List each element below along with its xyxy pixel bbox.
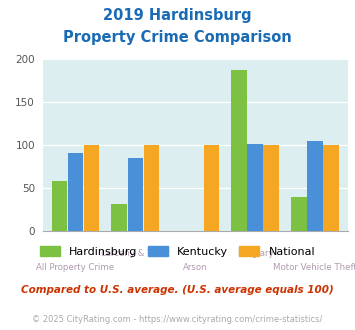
Bar <box>291 197 307 231</box>
Bar <box>127 158 143 231</box>
Text: Compared to U.S. average. (U.S. average equals 100): Compared to U.S. average. (U.S. average … <box>21 285 334 295</box>
Bar <box>68 153 83 231</box>
Text: Larceny & Theft: Larceny & Theft <box>101 249 170 258</box>
Bar <box>84 145 99 231</box>
Text: Arson: Arson <box>183 263 208 272</box>
Bar <box>144 145 159 231</box>
Bar <box>51 181 67 231</box>
Bar <box>263 145 279 231</box>
Text: All Property Crime: All Property Crime <box>37 263 115 272</box>
Text: 2019 Hardinsburg: 2019 Hardinsburg <box>103 8 252 23</box>
Bar <box>204 145 219 231</box>
Text: © 2025 CityRating.com - https://www.cityrating.com/crime-statistics/: © 2025 CityRating.com - https://www.city… <box>32 315 323 324</box>
Bar <box>231 70 247 231</box>
Bar <box>247 144 263 231</box>
Text: Burglary: Burglary <box>237 249 273 258</box>
Text: Motor Vehicle Theft: Motor Vehicle Theft <box>273 263 355 272</box>
Bar <box>323 145 339 231</box>
Text: Property Crime Comparison: Property Crime Comparison <box>63 30 292 45</box>
Legend: Hardinsburg, Kentucky, National: Hardinsburg, Kentucky, National <box>36 242 320 261</box>
Bar <box>111 204 127 231</box>
Bar <box>307 141 323 231</box>
